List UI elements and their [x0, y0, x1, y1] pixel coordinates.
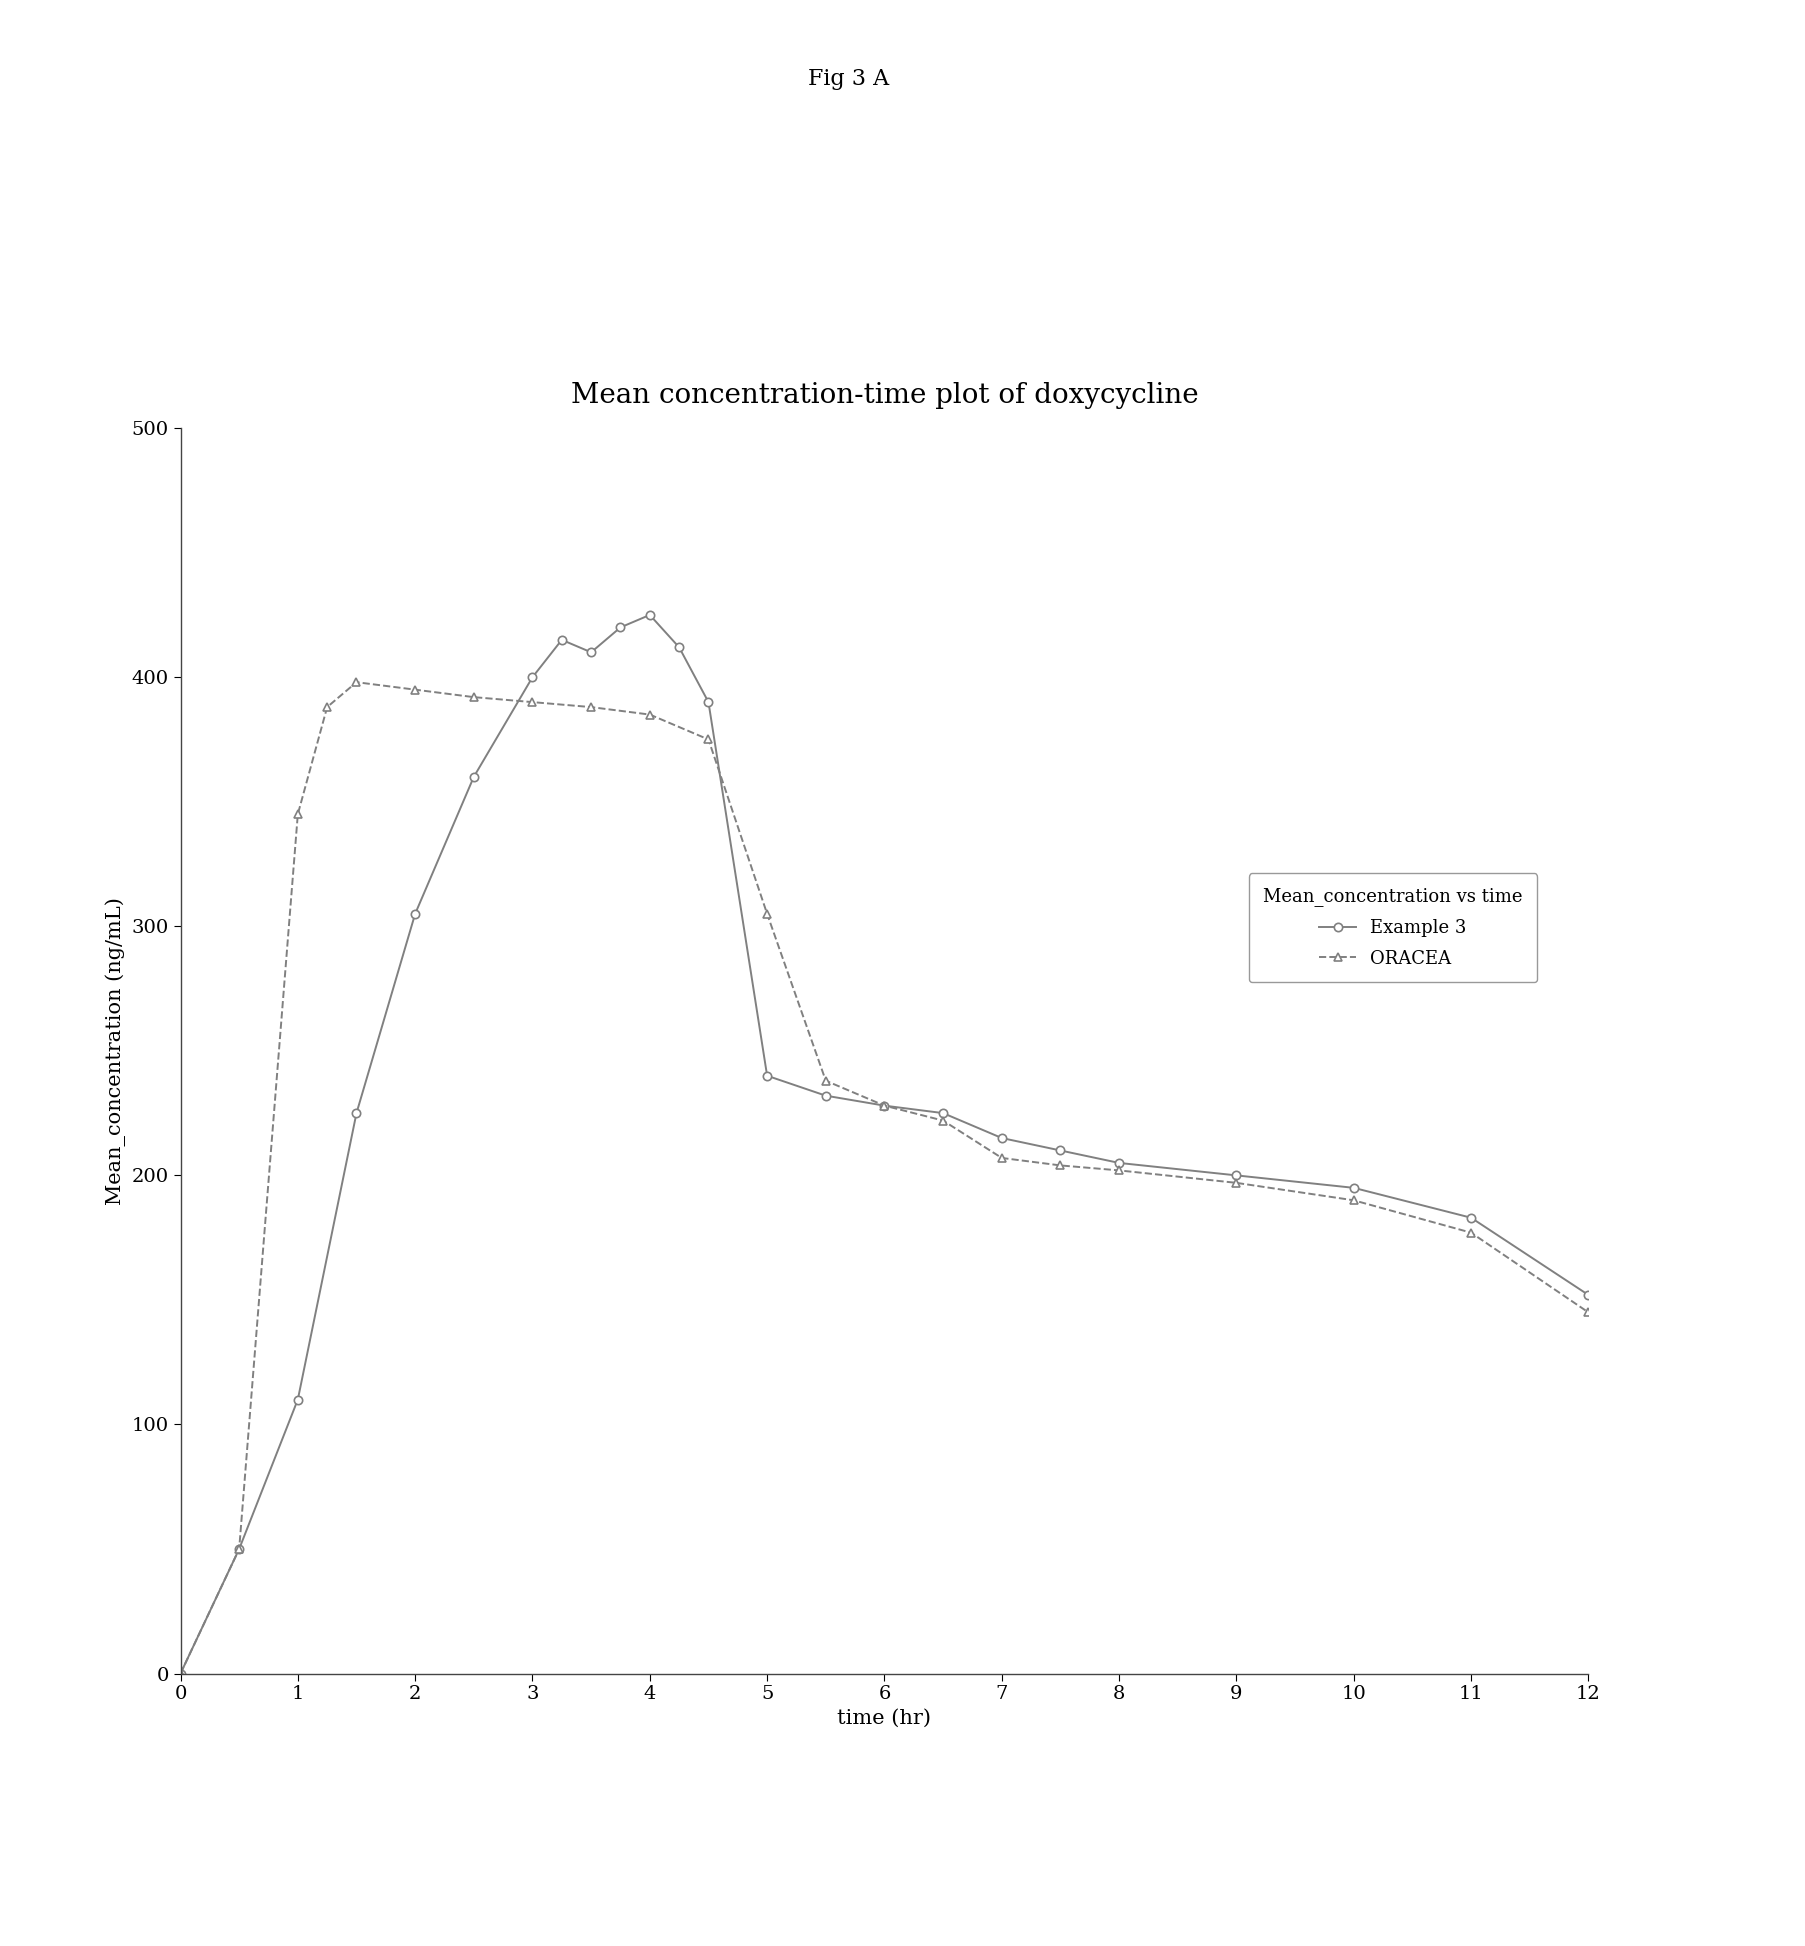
Y-axis label: Mean_concentration (ng/mL): Mean_concentration (ng/mL)	[105, 897, 126, 1205]
ORACEA	[991, 1146, 1013, 1170]
Line: ORACEA: ORACEA	[177, 677, 1592, 1677]
Example 3	[404, 903, 426, 926]
Example 3	[610, 615, 632, 638]
Example 3	[522, 666, 543, 689]
Example 3	[816, 1084, 838, 1107]
ORACEA	[756, 903, 778, 926]
Example 3	[933, 1101, 955, 1125]
ORACEA	[347, 671, 368, 695]
Example 3	[1051, 1138, 1072, 1162]
ORACEA	[522, 691, 543, 714]
X-axis label: time (hr): time (hr)	[838, 1709, 931, 1728]
ORACEA	[170, 1662, 191, 1685]
ORACEA	[1578, 1300, 1599, 1323]
ORACEA	[933, 1109, 955, 1133]
Text: Fig 3 A: Fig 3 A	[809, 68, 888, 90]
Example 3	[874, 1094, 895, 1117]
Example 3	[697, 691, 718, 714]
Example 3	[1226, 1164, 1247, 1187]
Example 3	[1343, 1175, 1365, 1199]
ORACEA	[316, 695, 338, 718]
Example 3	[347, 1101, 368, 1125]
ORACEA	[874, 1094, 895, 1117]
ORACEA	[1226, 1171, 1247, 1195]
ORACEA	[581, 695, 603, 718]
Example 3	[1578, 1282, 1599, 1306]
Example 3	[287, 1387, 309, 1411]
ORACEA	[1108, 1158, 1130, 1181]
ORACEA	[287, 802, 309, 825]
Example 3	[462, 765, 484, 788]
Example 3	[756, 1064, 778, 1088]
Line: Example 3: Example 3	[177, 611, 1592, 1677]
Title: Mean concentration-time plot of doxycycline: Mean concentration-time plot of doxycycl…	[570, 381, 1199, 409]
ORACEA	[1051, 1154, 1072, 1177]
ORACEA	[697, 728, 718, 751]
Example 3	[668, 636, 690, 660]
Example 3	[1108, 1152, 1130, 1175]
ORACEA	[1343, 1189, 1365, 1212]
ORACEA	[404, 677, 426, 701]
Example 3	[227, 1537, 249, 1561]
Example 3	[639, 603, 661, 627]
Example 3	[991, 1127, 1013, 1150]
Legend: Example 3, ORACEA: Example 3, ORACEA	[1249, 874, 1538, 983]
ORACEA	[816, 1068, 838, 1092]
ORACEA	[1460, 1220, 1482, 1243]
Example 3	[170, 1662, 191, 1685]
ORACEA	[227, 1537, 249, 1561]
Example 3	[581, 640, 603, 664]
ORACEA	[462, 685, 484, 708]
ORACEA	[639, 703, 661, 726]
Example 3	[551, 629, 572, 652]
Example 3	[1460, 1207, 1482, 1230]
